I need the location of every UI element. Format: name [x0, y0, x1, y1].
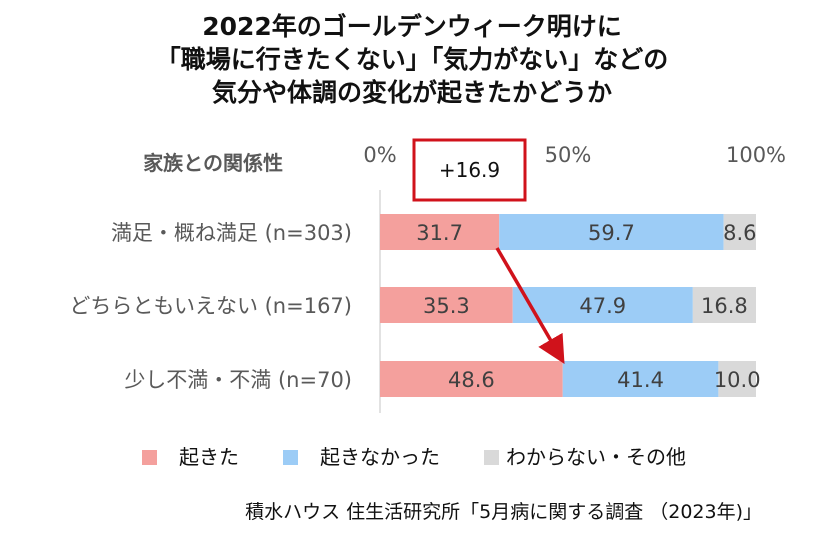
data-label: 35.3 — [423, 294, 470, 318]
bar-segment-okinakatta — [562, 361, 719, 397]
bar-segment-okita — [380, 287, 513, 323]
bar-segment-okita — [380, 214, 500, 250]
legend-swatch-okita — [142, 450, 157, 465]
bar-segment-wakaranai — [718, 361, 756, 397]
axis-tick-100: 100% — [726, 143, 786, 167]
legend: 起きた 起きなかった わからない・その他 — [142, 445, 686, 469]
data-label: 10.0 — [714, 368, 761, 392]
annotation-box — [412, 138, 527, 202]
data-label: 47.9 — [579, 294, 626, 318]
change-arrow — [495, 247, 565, 365]
data-label: 41.4 — [617, 368, 664, 392]
bar-segment-okita — [380, 361, 563, 397]
legend-label-okita: 起きた — [179, 445, 239, 469]
annotation-label: +16.9 — [439, 158, 500, 182]
data-label: 16.8 — [701, 294, 748, 318]
category-label: 少し不満・不満 (n=70) — [124, 368, 352, 392]
row-header: 家族との関係性 — [143, 151, 283, 175]
legend-swatch-wakaranai — [484, 450, 499, 465]
bar-group: 満足・概ね満足 (n=303) 31.7 59.7 8.6 どちらともいえない (n=1… — [69, 214, 761, 397]
source-note: 積水ハウス 住生活研究所「5月病に関する調査 （2023年)」 — [245, 501, 762, 523]
bar-segment-wakaranai — [692, 287, 756, 323]
legend-swatch-okinakatta — [283, 450, 298, 465]
bar-segment-okinakatta — [512, 287, 693, 323]
bar-segment-okinakatta — [499, 214, 724, 250]
title-line-1: 2022年のゴールデンウィーク明けに — [202, 12, 622, 41]
title-line-2: 「職場に行きたくない」「気力がない」などの — [155, 45, 669, 74]
data-label: 31.7 — [416, 221, 463, 245]
axis-tick-50: 50% — [545, 143, 592, 167]
data-label: 48.6 — [448, 368, 495, 392]
axis-tick-0: 0% — [363, 143, 396, 167]
chart-title: 2022年のゴールデンウィーク明けに 「職場に行きたくない」「気力がない」などの… — [0, 10, 824, 109]
legend-label-okinakatta: 起きなかった — [320, 445, 440, 469]
category-label: どちらともいえない (n=167) — [69, 294, 352, 318]
data-label: 8.6 — [723, 221, 756, 245]
category-label: 満足・概ね満足 (n=303) — [111, 221, 352, 245]
data-label: 59.7 — [588, 221, 635, 245]
title-line-3: 気分や体調の変化が起きたかどうか — [211, 78, 612, 107]
bar-segment-wakaranai — [723, 214, 756, 250]
legend-label-wakaranai: わからない・その他 — [506, 445, 686, 469]
